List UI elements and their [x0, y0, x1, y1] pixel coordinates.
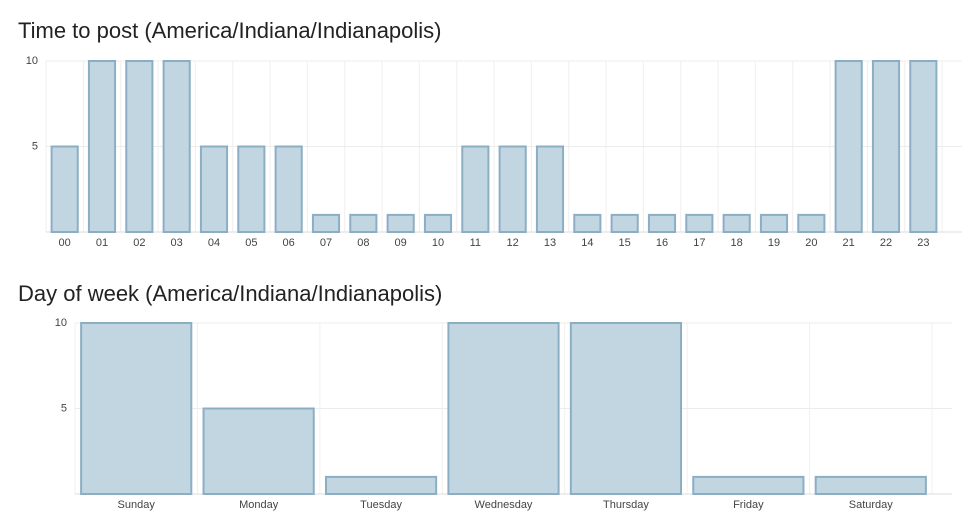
bar	[692, 475, 805, 495]
x-tick-label: Monday	[239, 499, 279, 511]
bar	[162, 60, 191, 233]
x-tick-label: 17	[693, 237, 705, 249]
bar	[498, 145, 527, 233]
bar	[573, 213, 602, 233]
bar	[199, 145, 229, 233]
x-tick-label: Saturday	[849, 499, 894, 511]
bar	[569, 322, 683, 495]
x-tick-label: 11	[470, 237, 481, 249]
bar	[759, 213, 789, 233]
x-tick-label: 20	[805, 237, 817, 249]
x-tick-label: 21	[843, 237, 855, 249]
x-tick-label: 02	[133, 237, 145, 249]
bar	[447, 322, 560, 495]
x-tick-label: Friday	[733, 499, 764, 511]
x-tick-label: 04	[208, 237, 220, 249]
y-tick-label: 10	[55, 317, 67, 329]
x-tick-label: 19	[768, 237, 780, 249]
bar	[311, 213, 341, 233]
x-tick-label: 03	[171, 237, 183, 249]
bar	[237, 145, 266, 233]
x-tick-label: 01	[96, 237, 108, 249]
bar	[50, 145, 79, 233]
y-tick-label: 10	[26, 55, 38, 67]
x-tick-label: 13	[544, 237, 556, 249]
x-tick-label: 07	[320, 237, 332, 249]
bar	[535, 145, 565, 233]
x-tick-label: 18	[731, 237, 743, 249]
bar	[834, 60, 863, 233]
bar	[871, 60, 901, 233]
bar	[125, 60, 154, 233]
chart-title: Time to post (America/Indiana/Indianapol…	[18, 18, 442, 43]
bar	[722, 213, 751, 233]
bar	[423, 213, 453, 233]
x-tick-label: 15	[619, 237, 631, 249]
x-tick-label: 14	[581, 237, 593, 249]
bar	[610, 213, 639, 233]
y-tick-label: 5	[32, 140, 38, 152]
bar	[797, 213, 826, 233]
x-tick-label: 05	[245, 237, 257, 249]
bar	[324, 475, 438, 495]
bar	[909, 60, 938, 233]
x-tick-label: 10	[432, 237, 444, 249]
bar	[80, 322, 193, 495]
bar	[202, 407, 315, 495]
bar	[87, 60, 117, 233]
chart-title: Day of week (America/Indiana/Indianapoli…	[18, 281, 442, 306]
x-tick-label: 06	[283, 237, 295, 249]
x-tick-label: Tuesday	[360, 499, 402, 511]
x-tick-label: Wednesday	[475, 499, 533, 511]
x-tick-label: 16	[656, 237, 668, 249]
bar	[685, 213, 714, 233]
bar	[349, 213, 378, 233]
x-tick-label: Sunday	[118, 499, 156, 511]
x-tick-label: 22	[880, 237, 892, 249]
y-tick-label: 5	[61, 402, 67, 414]
bar	[461, 145, 490, 233]
bar	[647, 213, 677, 233]
x-tick-label: 12	[507, 237, 519, 249]
x-tick-label: 08	[357, 237, 369, 249]
x-tick-label: Thursday	[603, 499, 649, 511]
bar	[386, 213, 415, 233]
x-tick-label: 09	[395, 237, 407, 249]
x-tick-label: 23	[917, 237, 929, 249]
bar	[814, 475, 927, 495]
x-tick-label: 00	[59, 237, 71, 249]
bar	[274, 145, 303, 233]
